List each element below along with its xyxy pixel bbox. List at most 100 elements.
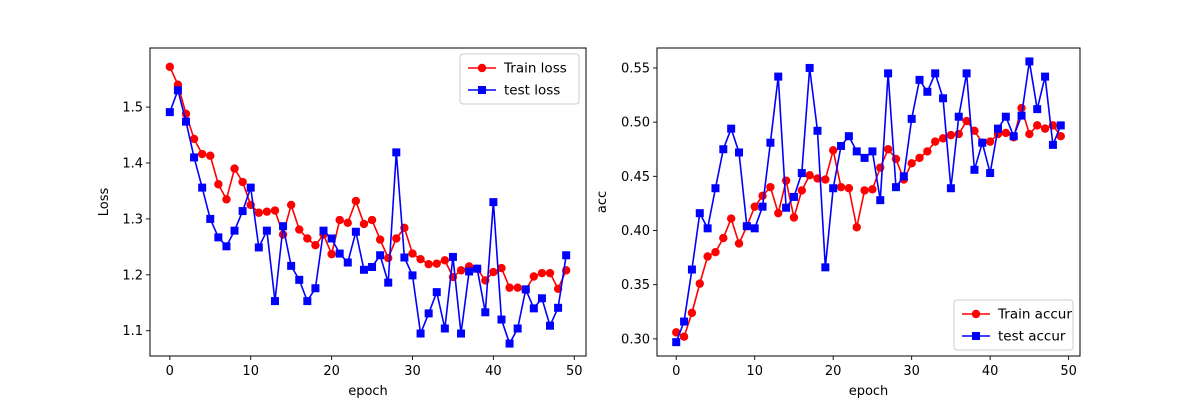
legend-label: Train accur xyxy=(997,307,1072,323)
data-point xyxy=(852,147,861,156)
data-point xyxy=(230,164,239,173)
data-point xyxy=(860,186,869,195)
x-tick-label: 30 xyxy=(903,364,920,379)
y-tick-label: 1.1 xyxy=(122,324,143,339)
data-point xyxy=(915,75,924,84)
data-point xyxy=(1033,121,1042,130)
x-tick-label: 40 xyxy=(982,364,999,379)
data-point xyxy=(946,130,956,140)
data-point xyxy=(962,69,971,78)
data-point xyxy=(891,183,900,192)
y-tick-label: 1.2 xyxy=(122,268,143,283)
y-axis-label: Loss xyxy=(97,188,112,217)
data-point xyxy=(1056,132,1065,141)
data-point xyxy=(985,137,995,146)
data-point xyxy=(311,284,320,293)
data-point xyxy=(766,182,775,192)
data-point xyxy=(844,184,854,193)
data-point xyxy=(868,147,877,156)
data-point xyxy=(197,149,207,159)
data-point xyxy=(327,249,336,259)
data-point xyxy=(703,224,712,233)
data-point xyxy=(529,272,539,281)
data-point xyxy=(335,215,344,225)
data-point xyxy=(497,263,506,273)
data-point xyxy=(270,206,280,215)
data-point xyxy=(319,226,328,235)
data-point xyxy=(505,283,514,292)
data-point xyxy=(782,203,791,212)
data-point xyxy=(821,263,830,272)
data-point xyxy=(359,265,368,274)
data-point xyxy=(805,171,814,180)
x-tick-label: 10 xyxy=(242,364,259,379)
y-tick-label: 0.40 xyxy=(621,224,650,239)
data-point xyxy=(424,259,433,269)
data-point xyxy=(262,207,272,216)
data-point xyxy=(797,169,806,178)
data-point xyxy=(1056,121,1065,130)
data-point xyxy=(1040,124,1050,133)
data-point xyxy=(774,208,783,218)
data-point xyxy=(946,184,955,193)
data-point xyxy=(1048,140,1057,149)
data-point xyxy=(742,222,751,231)
data-point xyxy=(408,271,417,280)
x-axis-label: epoch xyxy=(849,384,889,399)
data-point xyxy=(726,214,736,223)
y-tick-label: 0.55 xyxy=(621,61,650,76)
data-point xyxy=(923,87,932,96)
data-point xyxy=(884,69,893,78)
data-point xyxy=(836,182,846,192)
data-point xyxy=(727,124,736,133)
data-point xyxy=(513,283,522,292)
data-point xyxy=(931,137,940,146)
data-point xyxy=(481,308,490,317)
data-point xyxy=(181,117,190,126)
data-point xyxy=(489,267,498,277)
data-point xyxy=(1009,132,1018,141)
data-point xyxy=(198,183,207,192)
data-point xyxy=(758,202,767,211)
y-axis-label: acc xyxy=(595,191,610,213)
data-point xyxy=(828,146,838,155)
data-point xyxy=(711,247,720,257)
data-point xyxy=(238,177,247,187)
data-point xyxy=(986,169,995,178)
x-tick-label: 40 xyxy=(485,364,502,379)
data-point xyxy=(416,329,425,338)
legend-label: test loss xyxy=(504,83,560,99)
data-point xyxy=(1033,105,1042,114)
legend-marker xyxy=(971,309,981,319)
data-point xyxy=(222,242,231,251)
legend-label: Train loss xyxy=(503,61,567,77)
data-point xyxy=(687,265,696,274)
data-point xyxy=(343,258,352,267)
data-point xyxy=(521,285,530,294)
data-point xyxy=(789,213,799,222)
data-point xyxy=(529,304,538,313)
data-point xyxy=(672,338,681,347)
data-point xyxy=(303,234,312,243)
data-point xyxy=(1001,128,1011,138)
data-point xyxy=(270,297,279,306)
data-point xyxy=(813,126,822,135)
data-point xyxy=(214,180,223,189)
data-point xyxy=(254,208,263,217)
y-tick-label: 0.45 xyxy=(621,170,650,185)
data-point xyxy=(262,226,271,235)
x-tick-label: 20 xyxy=(323,364,340,379)
data-point xyxy=(375,235,385,244)
data-point xyxy=(537,268,547,278)
data-point xyxy=(970,126,979,135)
data-point xyxy=(279,222,288,231)
y-tick-label: 1.5 xyxy=(122,101,143,116)
data-point xyxy=(978,138,987,147)
data-point xyxy=(286,200,296,210)
data-point xyxy=(287,261,296,270)
data-point xyxy=(1041,72,1050,81)
data-point xyxy=(359,219,369,229)
data-point xyxy=(206,214,215,223)
data-point xyxy=(554,303,563,312)
data-point xyxy=(1025,129,1034,139)
